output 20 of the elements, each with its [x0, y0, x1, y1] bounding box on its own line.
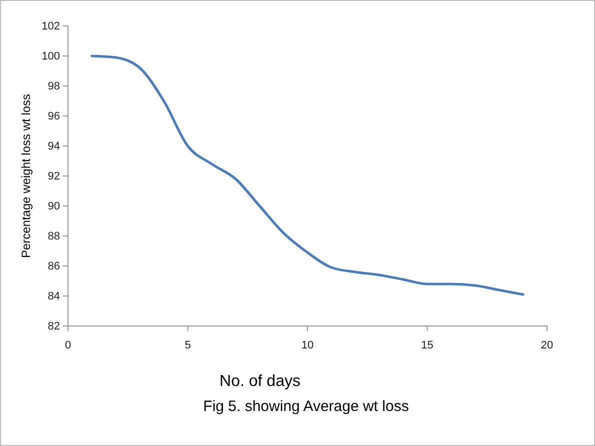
y-tick-label: 94 [48, 140, 60, 153]
y-tick-label: 90 [48, 200, 60, 213]
x-tick-label: 10 [301, 339, 314, 352]
y-tick-label: 96 [48, 110, 60, 123]
y-axis-title: Percentage weight loss wt loss [19, 94, 33, 258]
y-tick-label: 88 [48, 230, 60, 243]
caption: Fig 5. showing Average wt loss [203, 398, 409, 415]
y-tick-label: 86 [48, 260, 60, 273]
x-tick-label: 15 [421, 339, 434, 352]
y-tick-label: 92 [48, 170, 60, 183]
x-axis-title: No. of days [220, 373, 300, 390]
y-tick-label: 84 [48, 290, 60, 303]
x-tick-label: 20 [540, 339, 554, 352]
y-tick-label: 102 [42, 20, 60, 33]
x-tick-label: 5 [184, 339, 191, 352]
y-tick-label: 82 [48, 320, 60, 333]
y-tick-label: 100 [42, 50, 60, 63]
y-tick-label: 98 [48, 80, 60, 93]
x-tick-label: 0 [64, 339, 72, 352]
line-series [90, 54, 524, 296]
